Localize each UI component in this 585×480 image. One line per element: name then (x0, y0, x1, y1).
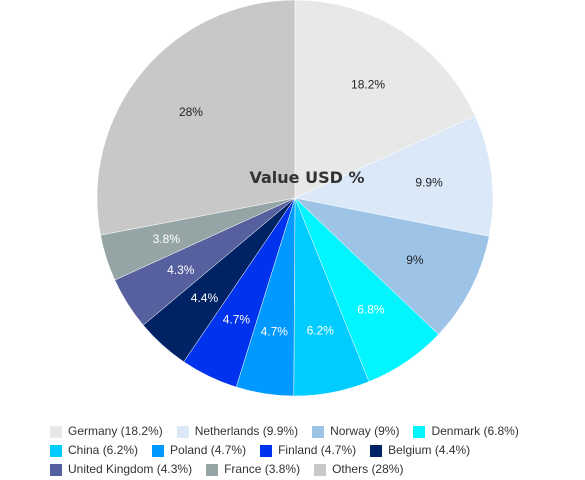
legend-item: Norway (9%) (312, 422, 399, 441)
legend: Germany (18.2%) Netherlands (9.9%) Norway … (50, 422, 570, 479)
pie-slice-germany (294, 0, 476, 199)
legend-label: Norway (9%) (330, 424, 400, 438)
pie-slice-norway (294, 197, 490, 335)
legend-label: United Kingdom (4.3%) (68, 462, 193, 476)
legend-swatch (413, 425, 426, 438)
legend-item: Others (28%) (314, 460, 403, 479)
chart-title: Value USD % (250, 168, 365, 187)
legend-item: Finland (4.7%) (260, 441, 356, 460)
legend-swatch (260, 444, 273, 457)
legend-label: Denmark (6.8%) (431, 424, 519, 438)
legend-label: Poland (4.7%) (170, 443, 247, 457)
pie-slices (96, 0, 494, 397)
slice-label: 28% (179, 105, 203, 119)
legend-swatch (206, 463, 219, 476)
slice-label: 4.3% (167, 263, 195, 277)
legend-item: Netherlands (9.9%) (176, 422, 299, 441)
slice-label: 6.8% (357, 303, 385, 317)
legend-label: Others (28%) (332, 462, 404, 476)
slice-label: 3.8% (153, 232, 181, 246)
legend-row: United Kingdom (4.3%) France (3.8%) Others… (50, 460, 570, 479)
legend-swatch (314, 463, 327, 476)
slice-label: 4.4% (191, 291, 219, 305)
pie-slice-others (96, 0, 296, 236)
slice-label: 4.7% (223, 313, 251, 327)
legend-label: France (3.8%) (224, 462, 301, 476)
legend-swatch (50, 463, 62, 476)
slice-label: 6.2% (307, 324, 335, 338)
legend-swatch (312, 425, 325, 438)
slice-label: 4.7% (261, 324, 289, 338)
legend-label: China (6.2%) (68, 443, 139, 457)
slice-label: 18.2% (351, 77, 385, 91)
legend-item: France (3.8%) (206, 460, 300, 479)
legend-swatch (50, 444, 62, 457)
legend-label: Belgium (4.4%) (388, 443, 471, 457)
legend-item: Belgium (4.4%) (370, 441, 470, 460)
legend-item: United Kingdom (4.3%) (50, 460, 192, 479)
legend-label: Germany (18.2%) (68, 424, 163, 438)
legend-row: China (6.2%) Poland (4.7%) Finland (4.7%) B… (50, 441, 570, 460)
legend-item: Poland (4.7%) (152, 441, 246, 460)
legend-row: Germany (18.2%) Netherlands (9.9%) Norway … (50, 422, 570, 441)
pie-slice-netherlands (294, 115, 494, 237)
legend-swatch (50, 425, 62, 438)
legend-item: Denmark (6.8%) (413, 422, 519, 441)
slice-label: 9% (406, 253, 424, 267)
legend-label: Finland (4.7%) (278, 443, 357, 457)
legend-item: Germany (18.2%) (50, 422, 163, 441)
pie-chart: 18.2% 9.9% 9% 6.8% 6.2% 4.7% 4.7% 4.4% 4.3% 3.8% 2… (96, 0, 494, 397)
legend-item: China (6.2%) (50, 441, 138, 460)
slice-labels: 18.2% 9.9% 9% 6.8% 6.2% 4.7% 4.7% 4.4% 4.3% 3.8% 2… (153, 77, 443, 338)
legend-swatch (176, 425, 189, 438)
legend-label: Netherlands (9.9%) (194, 424, 299, 438)
legend-swatch (152, 444, 165, 457)
legend-swatch (370, 444, 383, 457)
slice-label: 9.9% (415, 175, 443, 189)
